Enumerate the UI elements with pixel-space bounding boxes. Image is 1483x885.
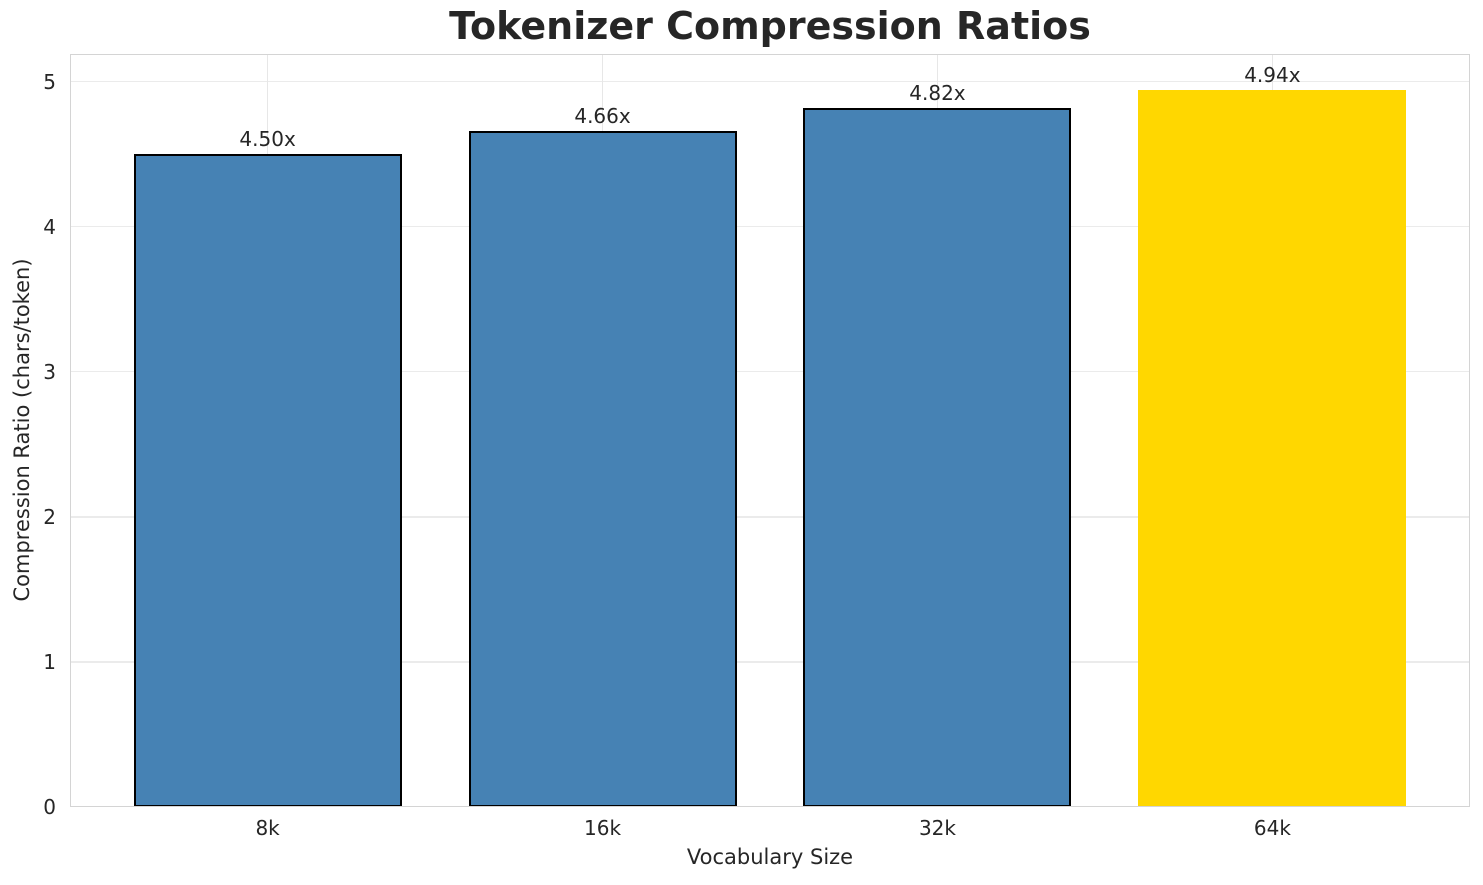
y-tick-label: 2 bbox=[43, 504, 56, 529]
y-tick-label: 0 bbox=[43, 795, 56, 819]
plot-area bbox=[70, 54, 1470, 807]
chart-title: Tokenizer Compression Ratios bbox=[449, 4, 1091, 48]
bar-value-label: 4.66x bbox=[574, 103, 631, 128]
x-axis-label: Vocabulary Size bbox=[686, 845, 854, 869]
bar-16k bbox=[468, 130, 737, 807]
bar-32k bbox=[803, 107, 1072, 807]
y-tick-label: 5 bbox=[43, 69, 56, 94]
y-tick-label: 1 bbox=[43, 649, 56, 674]
bar-8k bbox=[133, 154, 402, 807]
y-axis-label: Compression Ratio (chars/token) bbox=[10, 258, 34, 602]
bar-value-label: 4.82x bbox=[909, 80, 966, 105]
y-tick-label: 3 bbox=[43, 359, 56, 384]
y-gridline bbox=[70, 80, 1470, 83]
x-tick-label: 64k bbox=[1253, 816, 1291, 840]
bar-64k bbox=[1138, 90, 1407, 807]
y-gridline bbox=[70, 661, 1470, 663]
bar-value-label: 4.50x bbox=[239, 127, 296, 152]
x-tick-label: 16k bbox=[584, 816, 622, 840]
bar-value-label: 4.94x bbox=[1244, 63, 1301, 88]
y-gridline bbox=[70, 371, 1470, 373]
y-gridline bbox=[70, 225, 1470, 228]
y-gridline bbox=[70, 516, 1470, 518]
x-tick-label: 32k bbox=[918, 816, 956, 840]
x-tick-label: 8k bbox=[255, 816, 280, 840]
y-tick-label: 4 bbox=[43, 214, 56, 239]
